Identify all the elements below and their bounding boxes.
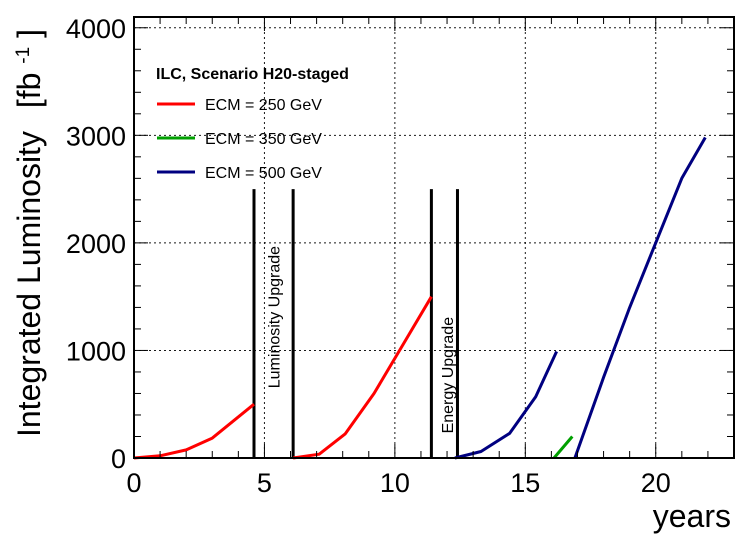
x-tick-label: 5 [257,468,272,498]
annotations: Luminosity Upgrade Energy Upgrade [267,246,457,434]
legend-label-500: ECM = 500 GeV [205,165,322,182]
legend: ILC, Scenario H20-staged ECM = 250 GeV E… [156,66,349,182]
x-tick-label: 15 [510,468,540,498]
y-axis-title: Integrated Luminosity [fb -1 ] [0,29,47,437]
upgrade-annotation: Luminosity Upgrade [267,246,284,388]
y-tick-label: 0 [111,444,126,474]
grid [134,17,734,458]
y-axis-unit-close: ] [11,29,47,38]
y-tick-label: 1000 [66,336,126,366]
series-line [133,403,255,460]
x-tick-label: 0 [126,468,141,498]
x-axis-title: years [653,498,731,534]
legend-title: ILC, Scenario H20-staged [156,66,349,83]
plot-frame [133,16,735,459]
y-tick-label: 4000 [66,14,126,44]
legend-label-250: ECM = 250 GeV [205,97,322,114]
x-tick-label: 20 [641,468,671,498]
y-axis-unit: [fb [11,73,47,109]
legend-label-350: ECM = 350 GeV [205,131,322,148]
x-tick-label: 10 [380,468,410,498]
series-line [454,350,558,460]
y-axis-unit-sup: -1 [13,47,34,64]
upgrade-annotation: Energy Upgrade [440,317,457,434]
axis-ticks: 0 5 10 15 20 0 1000 2000 3000 4000 [66,14,735,498]
stage-markers [252,189,459,458]
data-series [133,136,707,460]
y-tick-label: 3000 [66,121,126,151]
y-tick-label: 2000 [66,229,126,259]
series-line [292,295,433,460]
series-line [552,435,574,459]
y-axis-title-main: Integrated Luminosity [11,131,47,437]
series-line [573,136,707,459]
